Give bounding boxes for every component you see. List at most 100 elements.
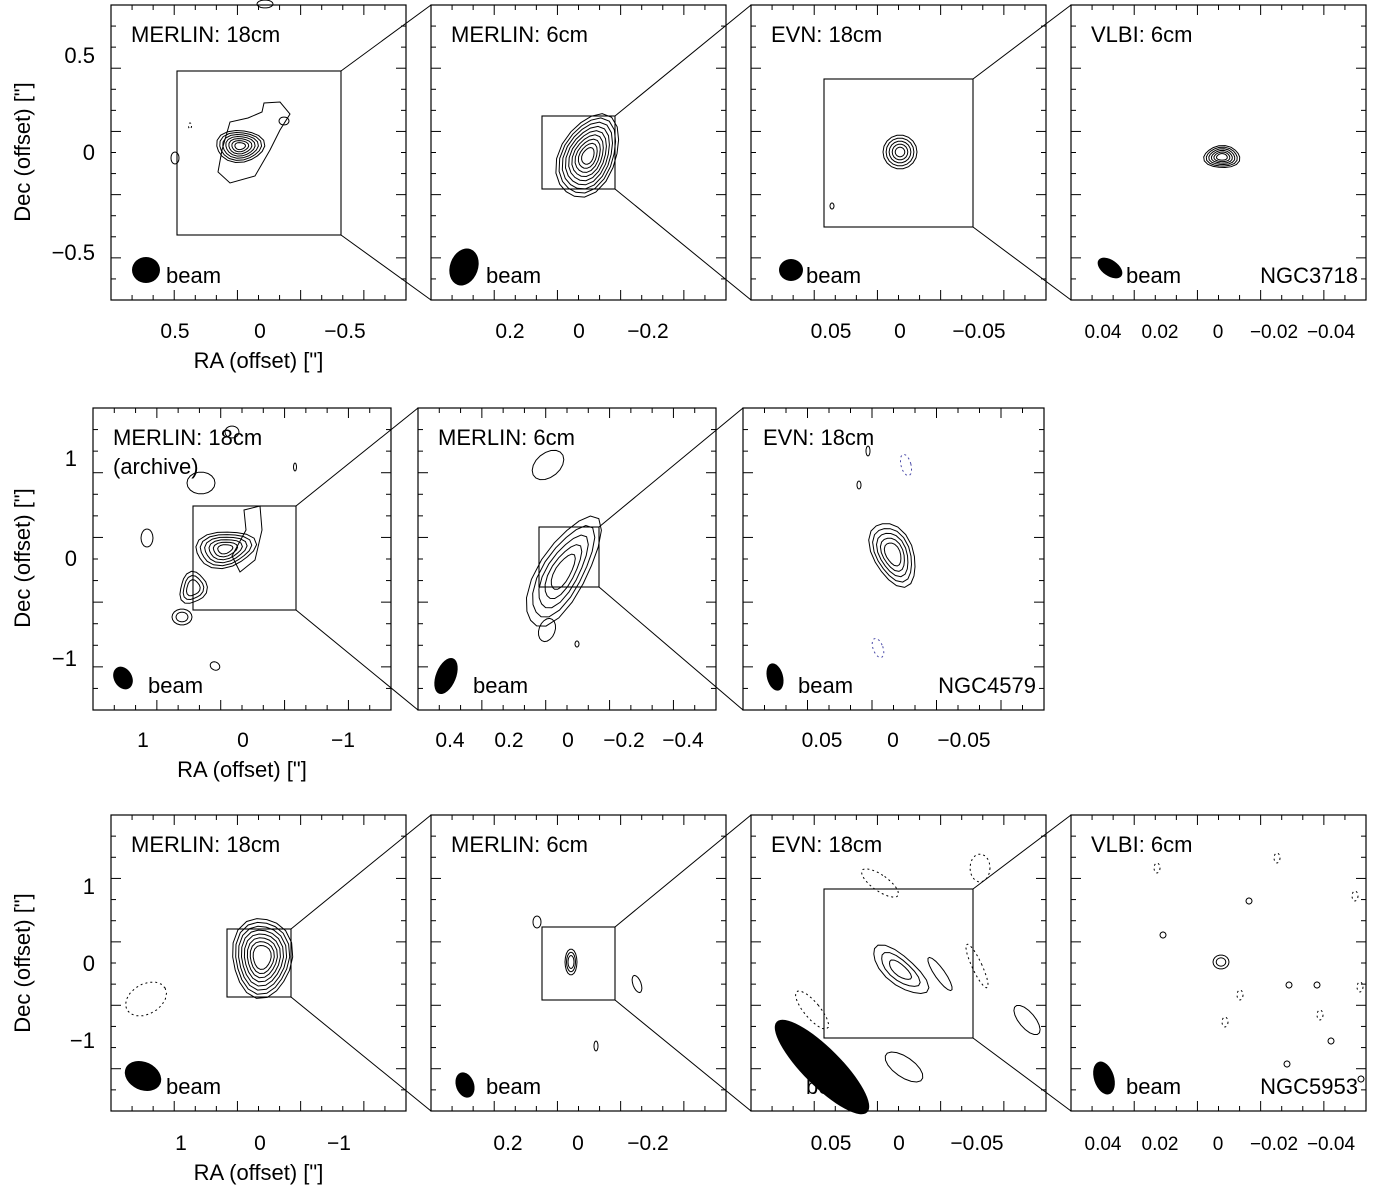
beam-label: beam xyxy=(486,1074,541,1099)
panel-title: EVN: 18cm xyxy=(763,425,874,450)
panel-title: EVN: 18cm xyxy=(771,22,882,47)
x-tick-label: 0.05 xyxy=(811,1132,852,1155)
x-tick-label: 0 xyxy=(893,1132,905,1155)
beam-ellipse xyxy=(774,1019,870,1115)
x-axis-label: RA (offset) ["] xyxy=(194,348,324,373)
source-contour xyxy=(243,933,281,983)
panel-1 xyxy=(110,4,407,301)
panel-frame xyxy=(750,4,1047,301)
source-contour xyxy=(212,541,239,558)
source-contour xyxy=(222,133,259,159)
beam-label: beam xyxy=(166,1074,221,1099)
beam-label: beam xyxy=(486,263,541,288)
source-contour xyxy=(856,480,862,490)
zoom-connector xyxy=(295,407,419,507)
panel-2 xyxy=(430,814,727,1112)
source-contour xyxy=(574,138,601,173)
panel-title: MERLIN: 6cm xyxy=(451,22,588,47)
x-tick-label: 0 xyxy=(237,729,249,752)
zoom-box xyxy=(176,70,342,236)
y-tick-label: 1 xyxy=(65,446,77,471)
source-contour xyxy=(186,471,216,495)
x-tick-label: 0 xyxy=(254,1132,266,1155)
source-contour xyxy=(204,536,248,564)
source-contour xyxy=(1327,1037,1335,1045)
source-contour xyxy=(875,532,909,578)
x-tick-label: 0.2 xyxy=(495,320,524,343)
zoom-connector xyxy=(598,407,744,528)
x-tick-label: −0.04 xyxy=(1307,322,1356,343)
row-ngc4579 xyxy=(92,407,1045,711)
zoom-connector xyxy=(614,4,752,117)
zoom-connector xyxy=(972,1037,1072,1112)
source-contour xyxy=(1203,145,1241,169)
source-contour xyxy=(538,534,589,609)
beam-ellipse xyxy=(132,257,160,283)
beam-ellipse xyxy=(1093,1061,1115,1095)
source-contour xyxy=(1215,957,1227,967)
source-contour xyxy=(531,449,565,481)
zoom-connector xyxy=(340,234,432,301)
zoom-box-1 xyxy=(192,407,419,711)
panel-title: MERLIN: 18cm xyxy=(131,22,280,47)
x-tick-label: 0 xyxy=(894,320,906,343)
beam-label: beam xyxy=(473,673,528,698)
x-tick-label: 0 xyxy=(254,320,266,343)
noise-contour xyxy=(1356,981,1364,993)
source-contour xyxy=(1013,1005,1041,1035)
negative-contour xyxy=(795,990,829,1030)
panel-1 xyxy=(110,814,407,1112)
zoom-box-2 xyxy=(541,814,752,1112)
source-contour xyxy=(829,202,835,210)
zoom-box xyxy=(823,78,974,228)
panel-title: MERLIN: 18cm xyxy=(113,425,262,450)
noise-contour xyxy=(1236,989,1244,1001)
row-ngc5953 xyxy=(110,814,1367,1112)
source-contour xyxy=(217,101,291,184)
source-contour xyxy=(882,134,918,170)
beam-ellipse xyxy=(124,1060,162,1092)
source-contour xyxy=(179,570,208,604)
beam-ellipse xyxy=(455,1072,475,1098)
x-tick-label: −0.02 xyxy=(1250,322,1298,343)
source-contour xyxy=(238,925,288,991)
source-contour xyxy=(199,534,253,567)
source-contour xyxy=(894,146,906,158)
source-contour xyxy=(292,462,298,472)
source-contour xyxy=(185,579,201,597)
noise-contour xyxy=(1351,890,1359,902)
y-tick-label: 0 xyxy=(83,951,95,976)
beam-ellipse xyxy=(434,657,458,695)
zoom-connector xyxy=(972,4,1072,80)
x-tick-label: 0 xyxy=(573,320,585,343)
zoom-box-3 xyxy=(823,4,1072,301)
negative-contour xyxy=(124,981,168,1017)
zoom-box-1 xyxy=(226,814,432,1112)
panel-3 xyxy=(750,4,1047,301)
source-contour xyxy=(532,524,596,618)
source-label: NGC5953 xyxy=(1260,1074,1358,1099)
x-axis-label: RA (offset) ["] xyxy=(177,757,307,782)
beam-label: beam xyxy=(798,673,853,698)
source-contour xyxy=(249,941,275,975)
source-contour xyxy=(561,121,614,190)
x-tick-label: 0 xyxy=(1213,1134,1224,1155)
beam-label: beam xyxy=(806,263,861,288)
negative-contour xyxy=(969,853,991,883)
zoom-box-3 xyxy=(823,814,1072,1112)
source-contour xyxy=(1313,981,1321,989)
x-tick-label: 0.02 xyxy=(1142,322,1179,343)
x-tick-label: 0.2 xyxy=(493,1132,522,1155)
source-contour xyxy=(525,515,602,627)
source-contour xyxy=(232,918,294,999)
source-contour xyxy=(217,544,234,555)
zoom-connector xyxy=(290,996,432,1112)
y-tick-label: −1 xyxy=(70,1028,95,1053)
y-tick-label: 0.5 xyxy=(64,43,95,68)
negative-contour xyxy=(965,943,989,989)
beam-ellipse xyxy=(449,248,479,286)
source-contour xyxy=(140,528,154,548)
zoom-box xyxy=(823,888,974,1039)
beam-label: beam xyxy=(166,263,221,288)
x-tick-label: −0.04 xyxy=(1307,1134,1356,1155)
